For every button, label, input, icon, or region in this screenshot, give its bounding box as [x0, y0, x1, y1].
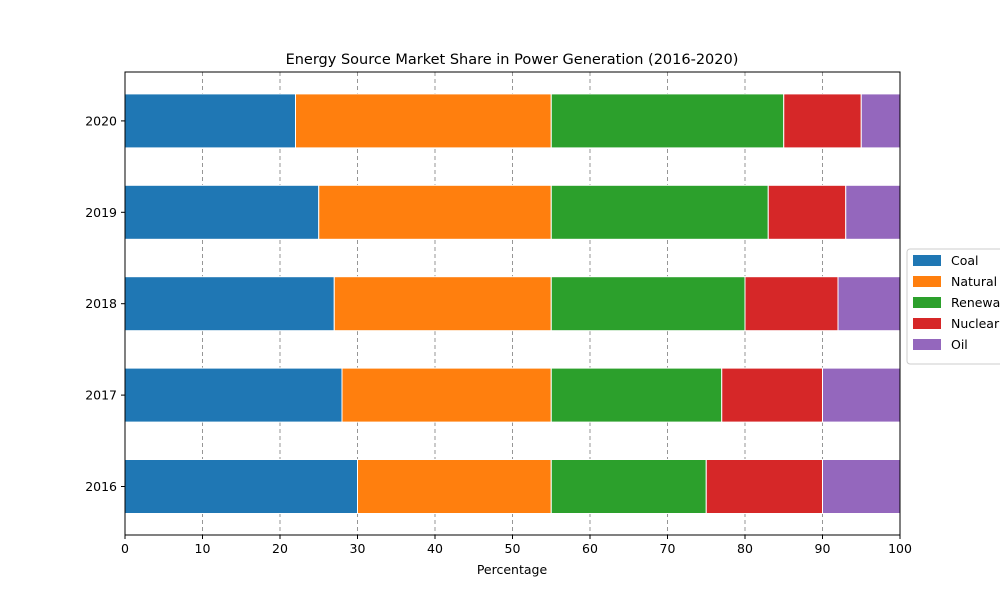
bar-segment [860, 93, 901, 149]
legend-label: Renewables [951, 295, 1000, 310]
x-tick-label: 100 [888, 541, 912, 556]
bar-segment [767, 184, 847, 240]
bar-segment [550, 459, 707, 514]
bar-segment [705, 459, 823, 514]
bar-segment [822, 459, 901, 514]
legend-swatch [913, 339, 941, 350]
y-tick-label: 2017 [85, 388, 117, 403]
x-tick-label: 20 [272, 541, 288, 556]
bar-segment [783, 93, 862, 149]
y-tick-label: 2019 [85, 205, 117, 220]
bar-segment [124, 459, 358, 514]
legend-swatch [913, 297, 941, 308]
y-tick-label: 2018 [85, 296, 117, 311]
bar-segment [124, 184, 320, 240]
legend-label: Oil [951, 337, 968, 352]
bar-segment [845, 184, 901, 240]
y-tick-label: 2016 [85, 479, 117, 494]
bar-segment [721, 367, 823, 423]
chart-title: Energy Source Market Share in Power Gene… [286, 52, 739, 68]
y-axis: 2016 2017 2018 2019 2020 [85, 113, 125, 494]
x-tick-label: 60 [582, 541, 598, 556]
x-tick-label: 0 [121, 541, 129, 556]
bar-segment [822, 367, 901, 423]
legend: Coal Natural Gas Renewables Nuclear Oil [906, 248, 1000, 365]
x-tick-label: 90 [815, 541, 831, 556]
bar-segment [295, 93, 552, 149]
bar-segment [550, 184, 769, 240]
bar-segment [550, 93, 785, 149]
legend-label: Coal [951, 253, 979, 268]
x-tick-label: 80 [737, 541, 753, 556]
x-tick-label: 50 [505, 541, 521, 556]
bar-segment [744, 276, 839, 332]
x-tick-label: 40 [427, 541, 443, 556]
bar-segment [550, 276, 746, 332]
legend-label: Nuclear [951, 316, 1000, 331]
legend-swatch [913, 276, 941, 287]
legend-label: Natural Gas [951, 274, 1000, 289]
x-axis-label: Percentage [477, 562, 548, 577]
x-axis: 0 10 20 30 40 50 60 70 80 90 100 [121, 535, 912, 556]
x-tick-label: 30 [350, 541, 366, 556]
legend-swatch [913, 318, 941, 329]
bar-segment [550, 367, 723, 423]
bars [124, 93, 901, 514]
bar-segment [837, 276, 901, 332]
bar-segment [357, 459, 552, 514]
x-tick-label: 70 [660, 541, 676, 556]
bar-segment [333, 276, 552, 332]
legend-swatch [913, 255, 941, 266]
bar-segment [124, 367, 343, 423]
x-tick-label: 10 [195, 541, 211, 556]
bar-segment [318, 184, 552, 240]
y-tick-label: 2020 [85, 113, 117, 128]
bar-segment [341, 367, 552, 423]
bar-segment [124, 276, 335, 332]
bar-segment [124, 93, 296, 149]
